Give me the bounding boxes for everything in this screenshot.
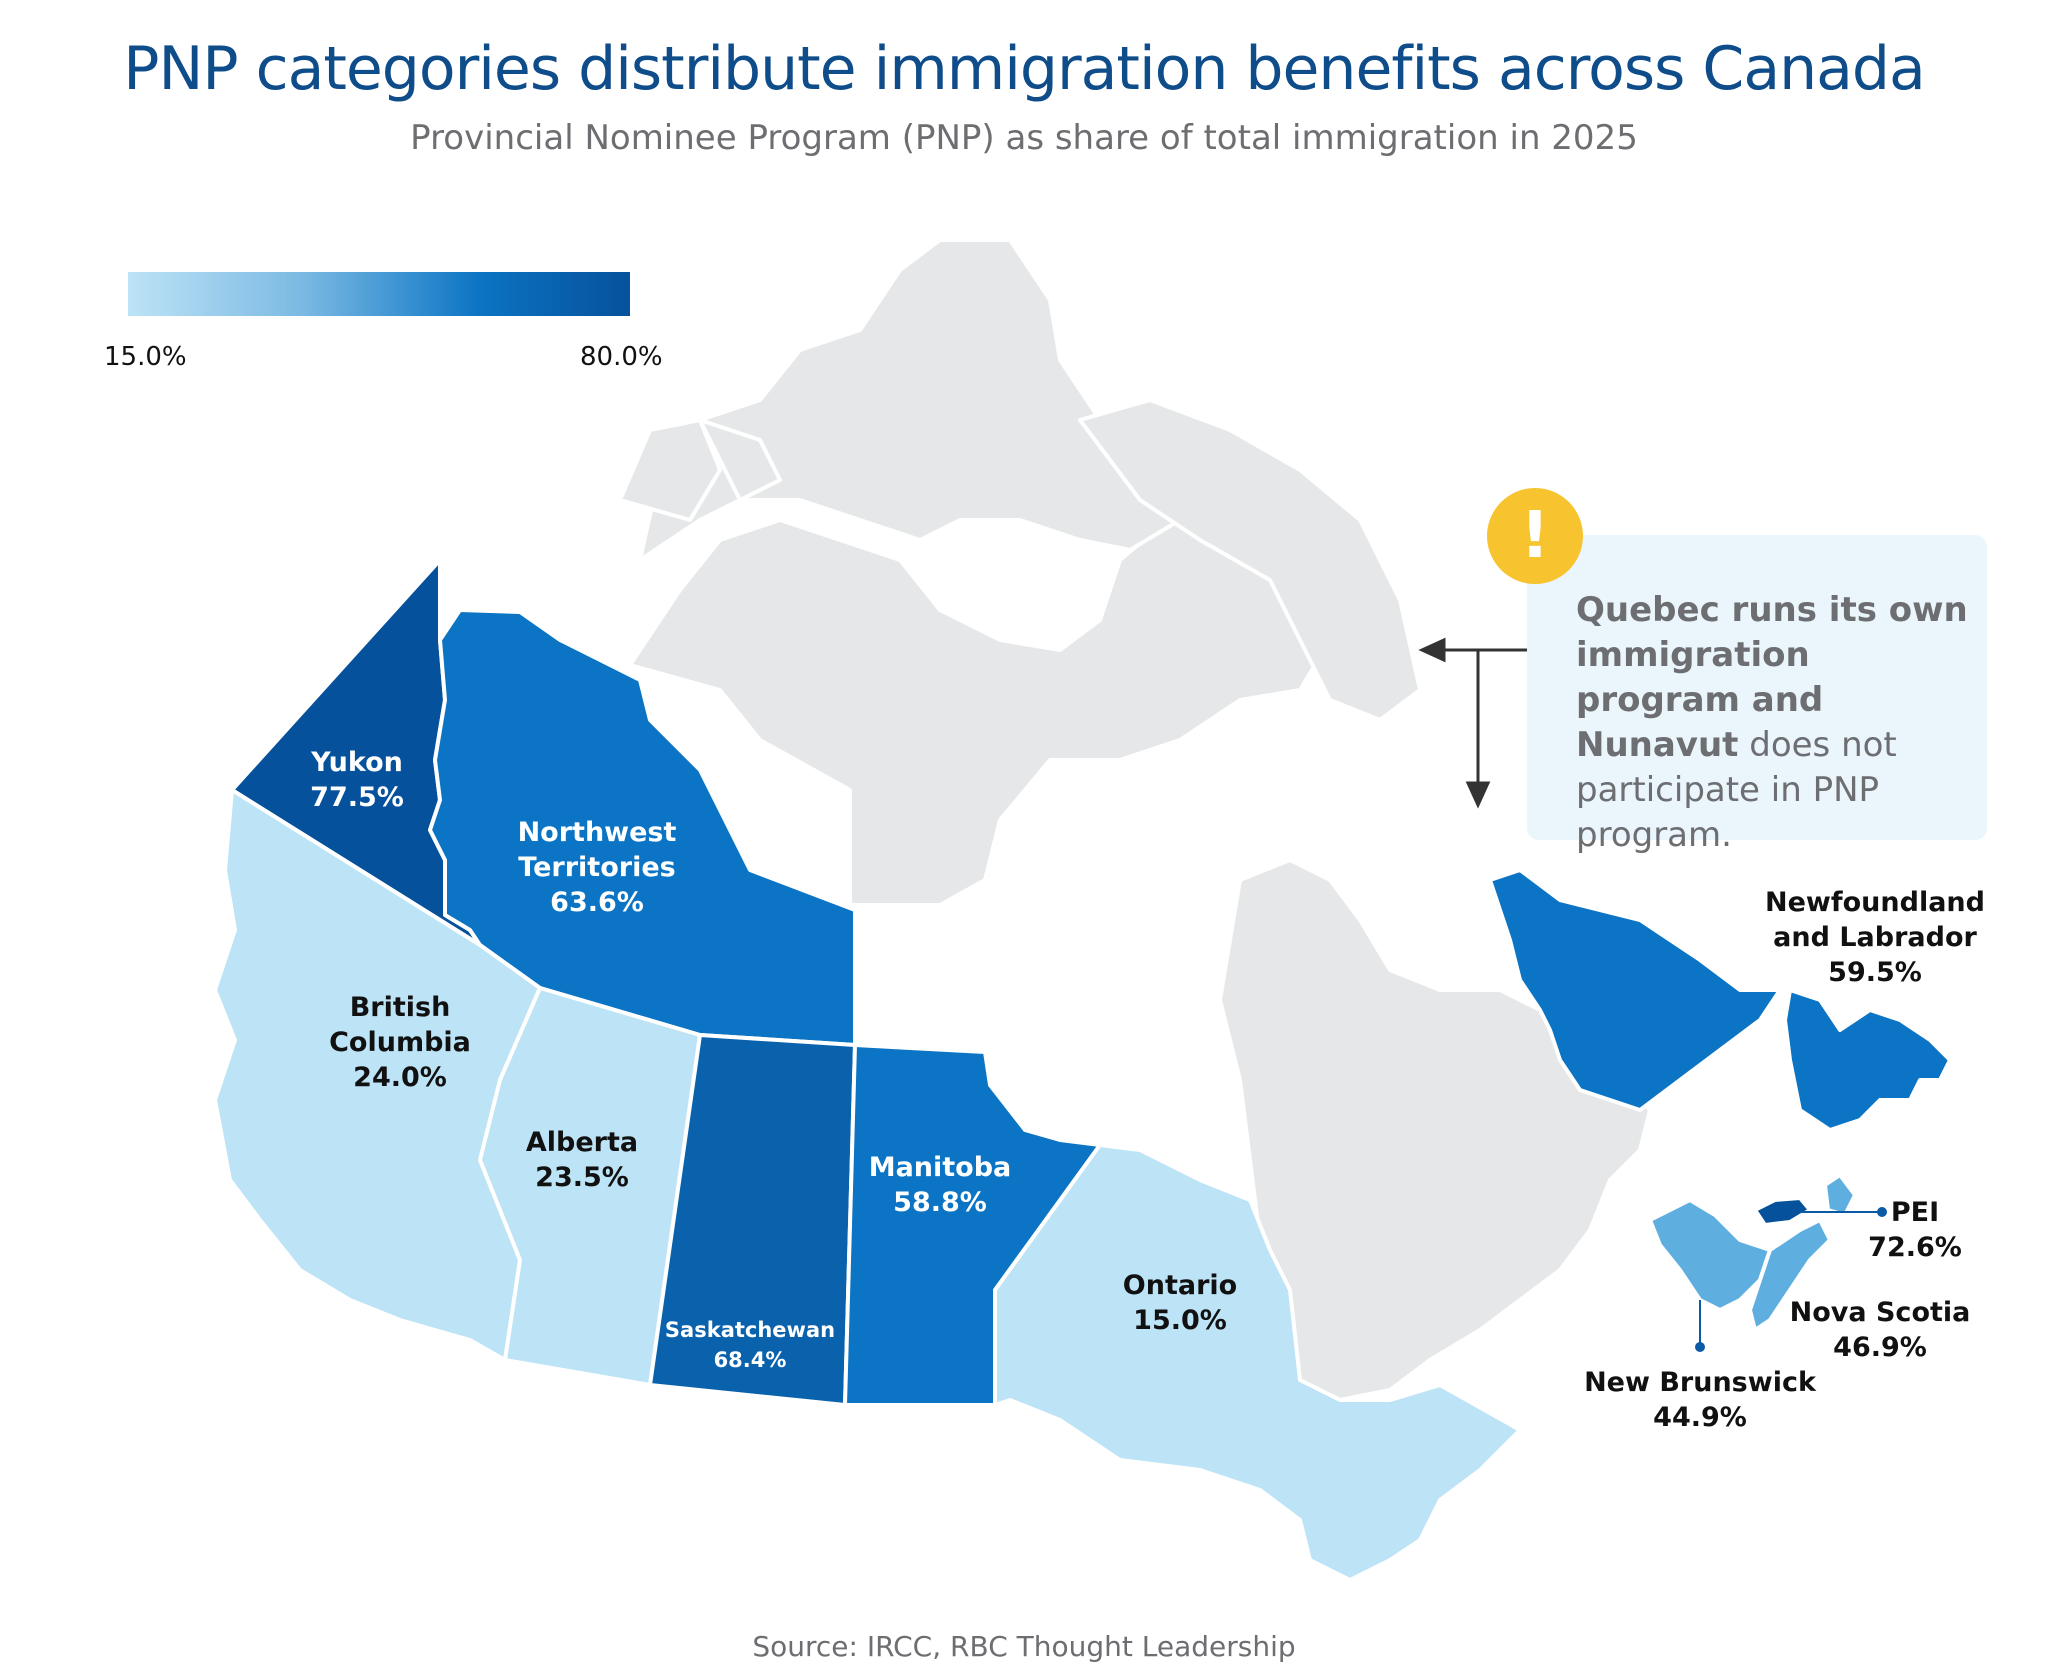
note-text-regular: does not participate in PNP program. [1576, 725, 1897, 855]
note-text-bold: Quebec runs its own immigration program … [1576, 590, 1968, 765]
label-nb-name: New Brunswick [1584, 1367, 1816, 1398]
label-nl-value: 59.5% [1828, 957, 1922, 988]
label-nl: Newfoundland and Labrador 59.5% [1765, 885, 1985, 990]
note-text: Quebec runs its own immigration program … [1576, 588, 1976, 858]
label-pei-name: PEI [1890, 1197, 1940, 1228]
label-ns-name: Nova Scotia [1789, 1297, 1971, 1328]
legend-min-label: 15.0% [104, 342, 187, 372]
label-saskatchewan-value: 68.4% [713, 1348, 787, 1372]
note-arrow-down [1465, 781, 1491, 809]
page-subtitle: Provincial Nominee Program (PNP) as shar… [410, 118, 1638, 158]
region-nunavut-baffin [1078, 398, 1422, 722]
label-yukon-name: Yukon [311, 747, 403, 778]
label-yukon: Yukon 77.5% [310, 745, 404, 815]
region-ns [1748, 1173, 1857, 1332]
note-callout-box [1527, 535, 1987, 840]
label-ontario: Ontario 15.0% [1123, 1268, 1237, 1338]
page-title: PNP categories distribute immigration be… [123, 34, 1925, 104]
label-manitoba-value: 58.8% [893, 1187, 987, 1218]
pei-leader-dot [1877, 1207, 1887, 1217]
source-credit: Source: IRCC, RBC Thought Leadership [752, 1630, 1296, 1663]
note-arrow-left [1418, 637, 1446, 663]
nb-leader-dot [1695, 1342, 1705, 1352]
label-ontario-name: Ontario [1122, 1270, 1238, 1301]
label-yukon-value: 77.5% [310, 782, 404, 813]
label-nwt-name-2: Territories [518, 852, 676, 883]
label-saskatchewan: Saskatchewan 68.4% [665, 1315, 835, 1375]
exclamation-icon: ! [1487, 488, 1583, 584]
region-pei [1753, 1196, 1812, 1227]
label-ontario-value: 15.0% [1133, 1305, 1227, 1336]
label-nwt: Northwest Territories 63.6% [518, 815, 677, 920]
label-pei: PEI 72.6% [1868, 1195, 1962, 1265]
label-bc-value: 24.0% [353, 1062, 447, 1093]
label-manitoba-name: Manitoba [868, 1152, 1012, 1183]
label-ns: Nova Scotia 46.9% [1790, 1295, 1971, 1365]
label-alberta-name: Alberta [525, 1127, 639, 1158]
label-alberta: Alberta 23.5% [526, 1125, 638, 1195]
region-ontario [993, 1143, 1522, 1582]
region-nl-labrador [1488, 868, 1782, 1112]
label-alberta-value: 23.5% [535, 1162, 629, 1193]
region-nunavut-west-islands [618, 418, 782, 522]
label-nb: New Brunswick 44.9% [1584, 1365, 1816, 1435]
label-bc-name-1: British [349, 992, 451, 1023]
label-pei-value: 72.6% [1868, 1232, 1962, 1263]
label-nl-name-2: and Labrador [1773, 922, 1977, 953]
legend-max-label: 80.0% [580, 342, 663, 372]
label-ns-value: 46.9% [1833, 1332, 1927, 1363]
region-nb [1648, 1198, 1772, 1312]
region-nl-island [1783, 988, 1952, 1132]
label-bc: British Columbia 24.0% [329, 990, 471, 1095]
label-saskatchewan-name: Saskatchewan [664, 1318, 836, 1342]
label-nb-value: 44.9% [1653, 1402, 1747, 1433]
label-nwt-value: 63.6% [550, 887, 644, 918]
label-nl-name-1: Newfoundland [1765, 887, 1985, 918]
label-manitoba: Manitoba 58.8% [869, 1150, 1012, 1220]
label-bc-name-2: Columbia [329, 1027, 471, 1058]
label-nwt-name-1: Northwest [517, 817, 677, 848]
legend-gradient-bar [128, 272, 630, 316]
region-manitoba [843, 1043, 1102, 1407]
region-nunavut-islands [638, 238, 1182, 562]
